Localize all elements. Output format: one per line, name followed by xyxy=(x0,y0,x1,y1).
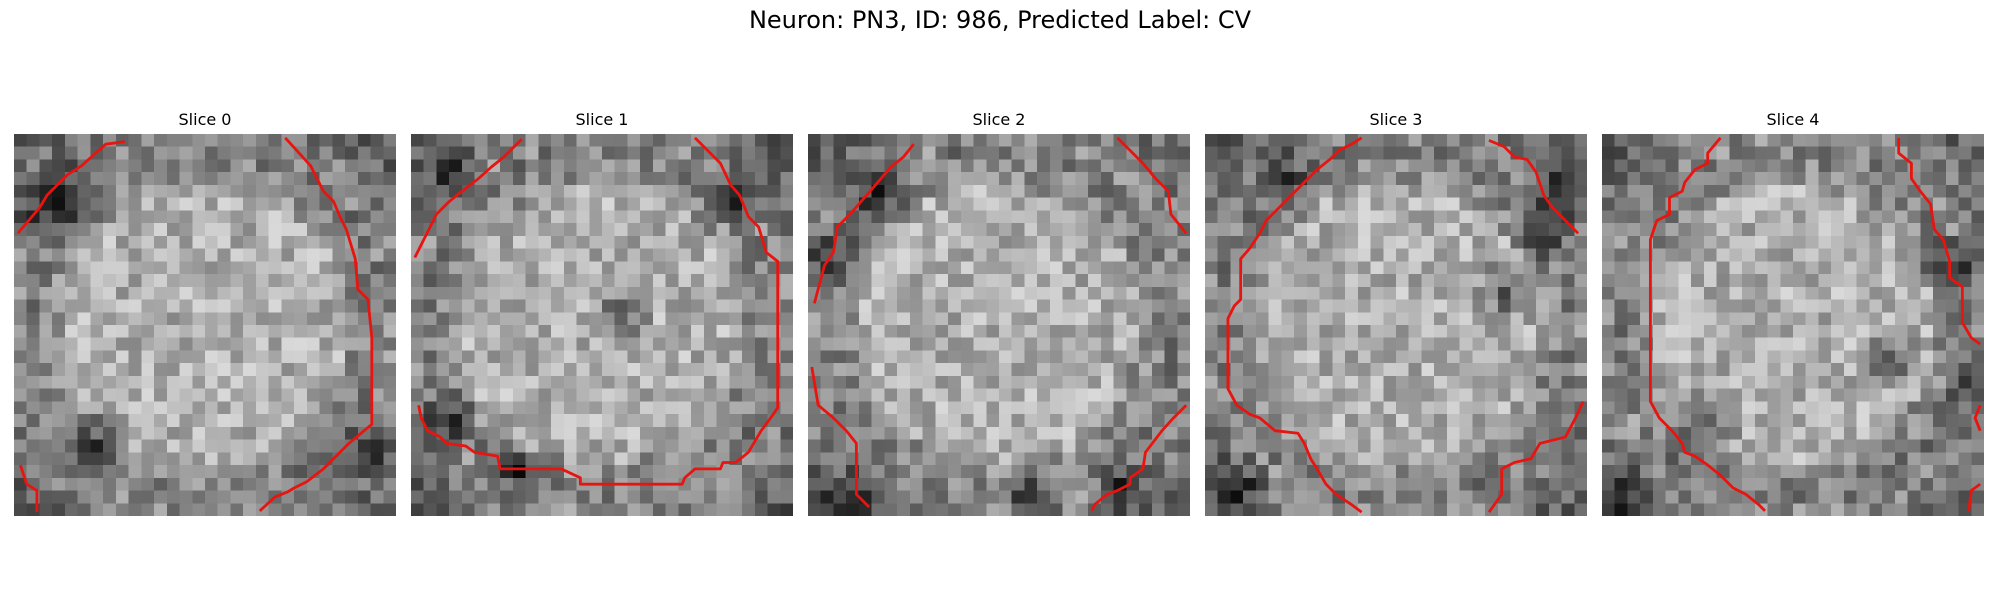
segmentation-contour xyxy=(1967,483,1981,512)
segmentation-contour xyxy=(16,140,125,235)
segmentation-contour xyxy=(19,464,39,513)
slice-panel-2: Slice 2 xyxy=(808,108,1190,516)
slice-panel-3: Slice 3 xyxy=(1205,108,1587,516)
segmentation-contour xyxy=(258,136,374,512)
slice-panel-0: Slice 0 xyxy=(14,108,396,516)
segmentation-contour xyxy=(1488,139,1580,235)
segmentation-contour xyxy=(1226,136,1363,514)
segmentation-contour xyxy=(1897,137,1981,346)
slice-pixels-4 xyxy=(1602,134,1984,516)
figure-title: Neuron: PN3, ID: 986, Predicted Label: C… xyxy=(748,6,1252,34)
segmentation-contour xyxy=(1116,136,1188,235)
slice-pixels-0 xyxy=(14,134,396,516)
segmentation-contour xyxy=(810,366,871,509)
slice-image-4 xyxy=(1602,134,1984,516)
segmentation-contour xyxy=(1648,136,1766,512)
segmentation-contour xyxy=(413,138,523,259)
segmentation-contour xyxy=(1973,404,1982,432)
segmentation-contour xyxy=(417,136,780,486)
slice-pixels-3 xyxy=(1205,134,1587,516)
slice-panel-1: Slice 1 xyxy=(411,108,793,516)
slice-image-2 xyxy=(808,134,1190,516)
slice-image-0 xyxy=(14,134,396,516)
segmentation-contour xyxy=(813,143,915,304)
slice-title-0: Slice 0 xyxy=(178,110,232,129)
slice-title-2: Slice 2 xyxy=(972,110,1026,129)
segmentation-contour xyxy=(1090,404,1188,512)
slice-title-3: Slice 3 xyxy=(1369,110,1423,129)
slice-image-3 xyxy=(1205,134,1587,516)
slice-image-1 xyxy=(411,134,793,516)
slice-title-4: Slice 4 xyxy=(1766,110,1820,129)
slice-pixels-2 xyxy=(808,134,1190,516)
slice-title-1: Slice 1 xyxy=(575,110,629,129)
slice-panel-4: Slice 4 xyxy=(1602,108,1984,516)
segmentation-contour xyxy=(1487,400,1585,513)
